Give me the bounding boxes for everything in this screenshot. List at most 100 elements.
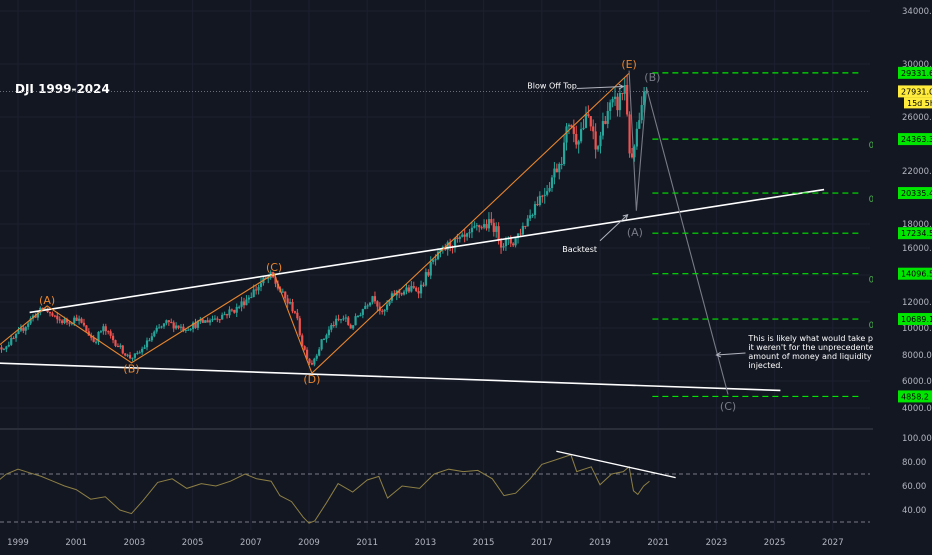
candle-body	[122, 345, 124, 353]
candle-body	[359, 315, 361, 316]
candle-body	[83, 323, 85, 326]
price-tick-label: 8000.0	[902, 351, 932, 361]
candle-body	[519, 234, 521, 235]
candle-body	[243, 301, 245, 305]
candle-body	[522, 226, 524, 234]
wave-label: (E)	[621, 58, 637, 71]
candle-body	[165, 320, 167, 323]
candle-body	[602, 121, 604, 136]
candle-body	[490, 219, 492, 223]
candle-body	[376, 301, 378, 306]
candle-body	[430, 262, 432, 276]
candle-body	[148, 340, 150, 341]
annotation-text: Blow Off Top	[527, 82, 577, 91]
candle-body	[284, 292, 286, 299]
wave-label: (D)	[303, 373, 320, 386]
candle-body	[304, 346, 306, 350]
candle-body	[282, 292, 284, 293]
candle-body	[614, 97, 616, 99]
time-tick-label: 2021	[647, 538, 669, 548]
candle-body	[456, 238, 458, 239]
candle-body	[500, 241, 502, 248]
candle-body	[27, 324, 29, 327]
candle-body	[139, 352, 141, 353]
time-tick-label: 1999	[7, 538, 29, 548]
wave-label: (C)	[266, 261, 282, 274]
candle-body	[185, 330, 187, 331]
candle-body	[612, 99, 614, 102]
candle-body	[568, 125, 570, 127]
candle	[628, 111, 630, 157]
candle-body	[318, 349, 320, 355]
candle-body	[548, 188, 550, 191]
candle-body	[17, 331, 19, 334]
candle-body	[578, 141, 580, 144]
candle-body	[143, 347, 145, 349]
candle-body	[582, 128, 584, 129]
candle-body	[231, 309, 233, 310]
candle-body	[362, 309, 364, 315]
candle-body	[357, 316, 359, 317]
candle-body	[134, 353, 136, 357]
price-tick-label: 6000.0	[902, 377, 932, 387]
candle-body	[0, 347, 2, 349]
candle-body	[187, 330, 189, 331]
candle-body	[505, 239, 507, 246]
candle-body	[468, 232, 470, 233]
price-tick-label: 10000.0	[902, 324, 932, 334]
candle-body	[631, 153, 633, 157]
candle-body	[510, 238, 512, 243]
candle-body	[8, 345, 10, 347]
candle-body	[211, 319, 213, 320]
candle-body	[328, 330, 330, 336]
candle-body	[153, 332, 155, 337]
candle-body	[386, 305, 388, 310]
candle-body	[110, 331, 112, 335]
candle-body	[401, 293, 403, 294]
candle-body	[641, 105, 643, 120]
candle-body	[413, 286, 415, 288]
candle	[204, 320, 206, 323]
candle-body	[403, 292, 405, 295]
candle-body	[321, 339, 323, 349]
candle-body	[100, 331, 102, 332]
price-tick-label: 26000.0	[902, 113, 932, 123]
candle-body	[80, 319, 82, 323]
candle-body	[364, 306, 366, 309]
candle-body	[561, 164, 563, 165]
candle-body	[551, 177, 553, 188]
candle	[321, 339, 323, 351]
rsi-tick-label: 40.00	[902, 506, 926, 516]
annotation-line: it weren't for the unprecedented	[748, 343, 878, 352]
candle-body	[146, 341, 148, 348]
candle-body	[599, 136, 601, 147]
candle-body	[415, 288, 417, 291]
candle-body	[316, 356, 318, 359]
candle-body	[512, 244, 514, 246]
candle-body	[3, 349, 5, 350]
candle-body	[294, 311, 296, 312]
rsi-tick-label: 100.00	[902, 434, 932, 444]
candle-body	[405, 287, 407, 291]
time-tick-label: 2027	[822, 538, 844, 548]
candle-body	[384, 310, 386, 312]
candle-body	[628, 114, 630, 153]
candle-body	[313, 359, 315, 365]
candle-body	[541, 196, 543, 197]
candle-body	[374, 296, 376, 301]
candle-body	[253, 289, 255, 297]
candle-body	[236, 307, 238, 313]
candle-body	[160, 326, 162, 327]
chart-title: DJI 1999-2024	[15, 82, 110, 96]
time-tick-label: 2019	[589, 538, 611, 548]
candle-body	[102, 326, 104, 331]
candle-body	[25, 327, 27, 331]
candle-body	[609, 102, 611, 111]
candle-body	[197, 321, 199, 327]
candle-body	[524, 226, 526, 227]
candle-body	[466, 233, 468, 236]
fib-price-label: 10689.1	[901, 315, 932, 324]
